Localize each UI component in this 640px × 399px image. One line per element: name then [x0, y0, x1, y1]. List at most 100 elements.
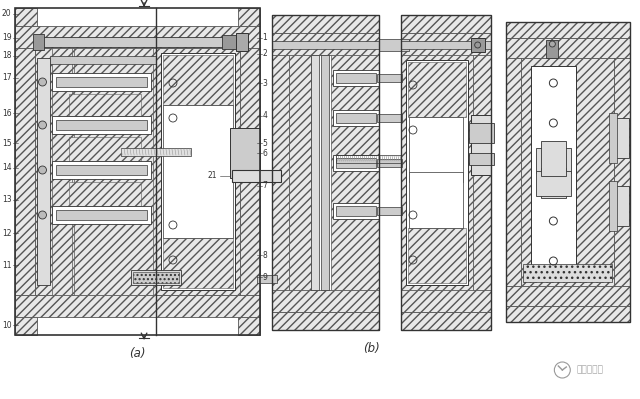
Bar [406, 60, 468, 285]
Text: 8: 8 [262, 251, 268, 259]
Bar [271, 33, 289, 312]
Bar [52, 48, 72, 295]
Bar [614, 58, 630, 286]
Bar [409, 117, 463, 182]
Text: 13: 13 [2, 196, 12, 205]
Bar [56, 165, 147, 175]
Bar [522, 58, 614, 286]
Bar [52, 116, 151, 134]
Bar [377, 207, 402, 215]
Bar [522, 58, 614, 286]
Bar [15, 48, 35, 295]
Text: 6: 6 [262, 148, 268, 158]
Bar [237, 8, 260, 26]
Bar [35, 48, 156, 295]
Bar [468, 153, 493, 165]
Bar [408, 228, 466, 283]
Bar [74, 48, 153, 295]
Text: 7: 7 [262, 182, 268, 190]
Bar [312, 55, 319, 290]
Bar [230, 128, 260, 178]
Bar [156, 48, 239, 295]
Bar [271, 15, 379, 33]
Text: 3: 3 [262, 79, 268, 87]
Bar [609, 181, 617, 231]
Bar [163, 55, 233, 105]
Bar [56, 120, 147, 130]
Bar [69, 94, 141, 116]
Bar [524, 264, 612, 282]
Bar [336, 73, 376, 83]
Text: 11: 11 [2, 261, 12, 269]
Bar [401, 15, 491, 330]
Bar [163, 105, 233, 238]
Bar [15, 295, 260, 317]
Bar [379, 39, 409, 51]
Bar [401, 55, 473, 290]
Text: 10: 10 [2, 320, 12, 330]
Bar [541, 168, 566, 198]
Text: (b): (b) [363, 342, 380, 355]
Bar [56, 210, 147, 220]
Text: 18: 18 [2, 51, 12, 61]
Text: 14: 14 [2, 164, 12, 172]
Circle shape [38, 78, 47, 86]
Bar [506, 286, 630, 306]
Bar [468, 123, 493, 143]
Text: 19: 19 [2, 34, 12, 43]
Bar [15, 8, 36, 26]
Bar [271, 15, 379, 330]
Bar [333, 203, 379, 219]
Bar [271, 33, 379, 55]
Bar [289, 55, 312, 290]
Text: 15: 15 [2, 138, 12, 148]
Bar [408, 62, 466, 117]
Bar [69, 137, 141, 161]
Bar [52, 73, 151, 91]
Bar [470, 38, 484, 52]
Bar [133, 272, 179, 283]
Bar [506, 22, 630, 322]
Bar [401, 41, 491, 49]
Bar [473, 33, 491, 312]
Bar [336, 155, 401, 163]
Bar [33, 34, 44, 50]
Bar [401, 312, 491, 330]
Text: 17: 17 [2, 73, 12, 83]
Bar [36, 37, 237, 47]
Text: 机械工程师: 机械工程师 [577, 365, 604, 375]
Bar [52, 161, 151, 179]
Circle shape [475, 42, 481, 48]
Bar [51, 56, 156, 64]
Bar [321, 55, 330, 290]
Bar [69, 182, 141, 206]
Bar [336, 206, 376, 216]
Bar [531, 66, 576, 278]
Bar [332, 55, 379, 290]
Bar [377, 114, 402, 122]
Bar [470, 115, 491, 175]
Bar [239, 48, 260, 295]
Bar [257, 275, 276, 283]
Bar [271, 290, 379, 312]
Bar [161, 53, 235, 290]
Bar [333, 155, 379, 171]
Text: 20: 20 [2, 10, 12, 18]
Bar [401, 290, 491, 312]
Text: 2: 2 [262, 49, 268, 59]
Bar [609, 113, 617, 163]
Text: 1: 1 [262, 34, 268, 43]
Bar [52, 206, 151, 224]
Bar [506, 38, 630, 58]
Text: 5: 5 [262, 138, 268, 148]
Text: (a): (a) [129, 347, 145, 360]
Bar [336, 113, 376, 123]
Bar [401, 33, 491, 55]
Text: 4: 4 [262, 111, 268, 120]
Text: 21: 21 [207, 172, 217, 180]
Bar [536, 148, 572, 173]
Text: 16: 16 [2, 109, 12, 117]
Bar [56, 77, 147, 87]
Bar [614, 186, 629, 226]
Bar [271, 41, 379, 49]
